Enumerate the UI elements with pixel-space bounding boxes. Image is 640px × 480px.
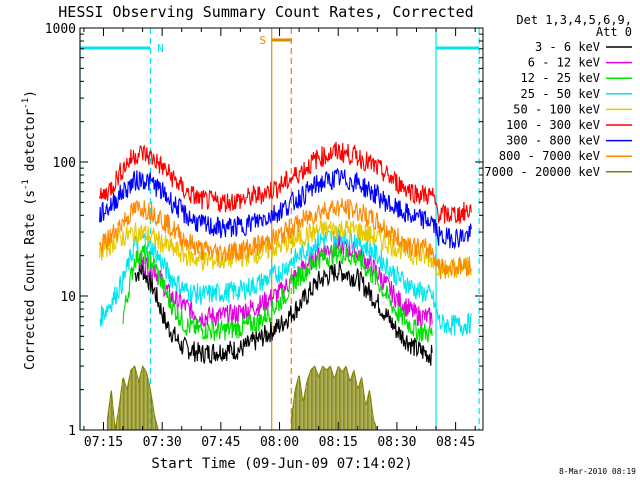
x-tick-label: 08:00 [260, 435, 299, 450]
plot-frame [79, 27, 484, 431]
x-tick-label: 08:30 [377, 435, 416, 450]
x-axis-label: Start Time (09-Jun-09 07:14:02) [151, 456, 412, 472]
legend-header-line-1: Det 1,3,4,5,6,9, [516, 13, 632, 27]
series-line [106, 365, 378, 430]
x-tick-label: 07:45 [201, 435, 240, 450]
series-line [138, 234, 433, 329]
x-tick-label: 08:45 [436, 435, 475, 450]
x-tick-label: 08:15 [319, 435, 358, 450]
y-tick-label: 10 [60, 290, 76, 305]
marker-label: S [259, 34, 266, 47]
marker-label: N [157, 42, 164, 55]
y-tick-label: 100 [53, 156, 76, 171]
legend-entry-label: 3 - 6 keV [535, 40, 600, 54]
series-line [134, 260, 433, 366]
series-line [99, 141, 472, 225]
chart-title: HESSI Observing Summary Count Rates, Cor… [58, 3, 473, 21]
series-lines [99, 141, 472, 430]
legend-entry-label: 6 - 12 keV [528, 56, 600, 70]
x-axis: 07:15 07:30 07:45 08:00 08:15 08:30 08:45 [83, 28, 476, 450]
legend-entry-label: 800 - 7000 keV [499, 149, 600, 163]
legend-entry-label: 300 - 800 keV [506, 134, 600, 148]
series-line [99, 227, 472, 337]
y-tick-label: 1000 [45, 22, 76, 37]
y-axis-label: Corrected Count Rate (s-1 detector-1) [21, 90, 38, 370]
series-line [122, 243, 433, 343]
x-tick-label: 07:15 [84, 435, 123, 450]
legend-entry-label: 25 - 50 keV [521, 87, 600, 101]
legend-entry-label: 100 - 300 keV [506, 118, 600, 132]
legend-header-line-2: Att 0 [596, 25, 632, 39]
legend-entry-label: 7000 - 20000 keV [484, 165, 600, 179]
series-line [99, 218, 472, 280]
x-tick-label: 07:30 [143, 435, 182, 450]
legend-entry-label: 12 - 25 keV [521, 71, 600, 85]
legend-entry-label: 50 - 100 keV [513, 102, 600, 116]
series-line [99, 198, 472, 279]
y-tick-label: 1 [68, 424, 76, 439]
footer-date: 8-Mar-2010 08:19 [559, 467, 636, 476]
y-axis: 1 10 100 1000 [45, 22, 483, 439]
series-line [99, 168, 472, 250]
legend: Det 1,3,4,5,6,9, Att 0 3 - 6 keV 6 - 12 k… [484, 13, 632, 179]
